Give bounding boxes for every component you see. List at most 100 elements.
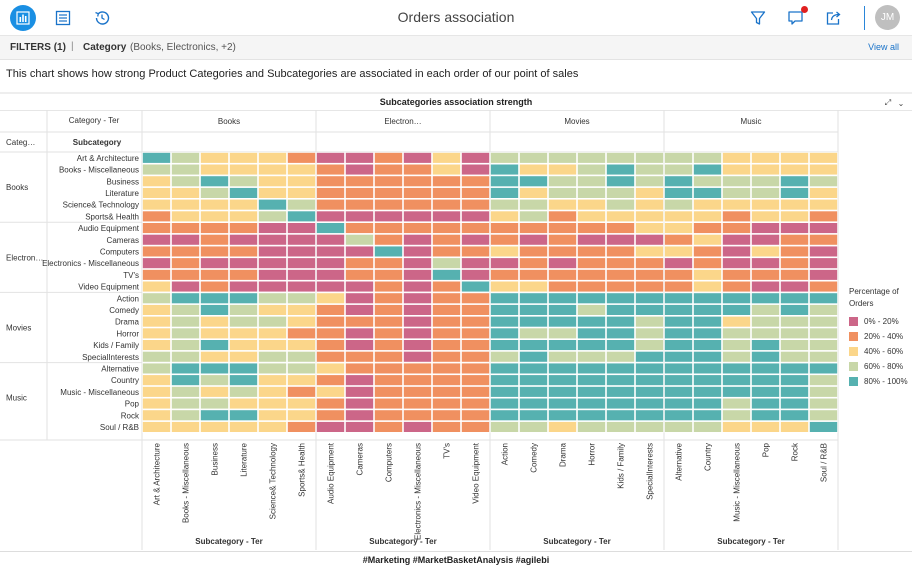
heatmap-cell[interactable] [722, 327, 751, 339]
heatmap-cell[interactable] [693, 421, 722, 433]
heatmap-cell[interactable] [664, 374, 693, 386]
heatmap-cell[interactable] [490, 374, 519, 386]
heatmap-cell[interactable] [200, 292, 229, 304]
heatmap-cell[interactable] [345, 292, 374, 304]
heatmap-cell[interactable] [780, 163, 809, 176]
heatmap-cell[interactable] [374, 234, 403, 246]
heatmap-cell[interactable] [635, 304, 664, 316]
heatmap-cell[interactable] [809, 327, 838, 339]
heatmap-cell[interactable] [722, 222, 751, 234]
heatmap-cell[interactable] [142, 245, 171, 258]
heatmap-cell[interactable] [200, 175, 229, 187]
heatmap-cell[interactable] [403, 269, 432, 281]
heatmap-cell[interactable] [577, 269, 606, 281]
heatmap-cell[interactable] [693, 327, 722, 339]
heatmap-cell[interactable] [171, 292, 200, 304]
heatmap-cell[interactable] [809, 292, 838, 304]
heatmap-cell[interactable] [722, 362, 751, 375]
heatmap-cell[interactable] [722, 397, 751, 410]
heatmap-cell[interactable] [606, 421, 635, 433]
heatmap-cell[interactable] [519, 163, 548, 176]
heatmap-cell[interactable] [403, 315, 432, 328]
heatmap-cell[interactable] [200, 386, 229, 398]
heatmap-cell[interactable] [577, 386, 606, 398]
heatmap-cell[interactable] [693, 386, 722, 398]
heatmap-cell[interactable] [751, 280, 780, 293]
heatmap-cell[interactable] [664, 280, 693, 293]
heatmap-cell[interactable] [432, 374, 461, 386]
heatmap-cell[interactable] [780, 234, 809, 246]
heatmap-cell[interactable] [374, 421, 403, 433]
heatmap-cell[interactable] [142, 386, 171, 398]
heatmap-cell[interactable] [635, 374, 664, 386]
heatmap-cell[interactable] [258, 339, 287, 351]
heatmap-cell[interactable] [374, 315, 403, 328]
heatmap-cell[interactable] [287, 269, 316, 281]
heatmap-cell[interactable] [403, 386, 432, 398]
heatmap-cell[interactable] [403, 257, 432, 269]
heatmap-cell[interactable] [200, 210, 229, 222]
heatmap-cell[interactable] [548, 374, 577, 386]
heatmap-cell[interactable] [461, 304, 490, 316]
heatmap-cell[interactable] [722, 175, 751, 187]
heatmap-cell[interactable] [490, 234, 519, 246]
heatmap-cell[interactable] [229, 245, 258, 258]
heatmap-cell[interactable] [780, 315, 809, 328]
heatmap-cell[interactable] [200, 257, 229, 269]
heatmap-cell[interactable] [258, 386, 287, 398]
heatmap-cell[interactable] [316, 339, 345, 351]
heatmap-cell[interactable] [316, 374, 345, 386]
heatmap-cell[interactable] [287, 386, 316, 398]
heatmap-cell[interactable] [461, 234, 490, 246]
heatmap-cell[interactable] [316, 386, 345, 398]
heatmap-cell[interactable] [780, 257, 809, 269]
heatmap-cell[interactable] [664, 199, 693, 211]
heatmap-cell[interactable] [374, 257, 403, 269]
heatmap-cell[interactable] [693, 152, 722, 164]
heatmap-cell[interactable] [345, 327, 374, 339]
heatmap-cell[interactable] [200, 327, 229, 339]
heatmap-cell[interactable] [142, 409, 171, 421]
heatmap-cell[interactable] [171, 315, 200, 328]
heatmap-cell[interactable] [374, 351, 403, 363]
heatmap-cell[interactable] [809, 257, 838, 269]
heatmap-cell[interactable] [519, 187, 548, 199]
heatmap-cell[interactable] [519, 280, 548, 293]
heatmap-cell[interactable] [142, 152, 171, 164]
heatmap-cell[interactable] [664, 327, 693, 339]
heatmap-cell[interactable] [287, 374, 316, 386]
heatmap-cell[interactable] [316, 327, 345, 339]
heatmap-cell[interactable] [577, 374, 606, 386]
heatmap-cell[interactable] [258, 409, 287, 421]
expand-icon[interactable]: ⤢ [884, 98, 892, 107]
heatmap-cell[interactable] [287, 245, 316, 258]
heatmap-cell[interactable] [664, 362, 693, 375]
heatmap-cell[interactable] [548, 257, 577, 269]
heatmap-cell[interactable] [751, 339, 780, 351]
heatmap-cell[interactable] [722, 199, 751, 211]
heatmap-cell[interactable] [780, 374, 809, 386]
heatmap-cell[interactable] [519, 339, 548, 351]
heatmap-cell[interactable] [635, 386, 664, 398]
heatmap-cell[interactable] [664, 409, 693, 421]
heatmap-cell[interactable] [345, 397, 374, 410]
heatmap-cell[interactable] [374, 245, 403, 258]
heatmap-cell[interactable] [548, 362, 577, 375]
heatmap-cell[interactable] [200, 339, 229, 351]
heatmap-cell[interactable] [171, 304, 200, 316]
heatmap-cell[interactable] [577, 175, 606, 187]
heatmap-cell[interactable] [635, 269, 664, 281]
heatmap-cell[interactable] [171, 386, 200, 398]
heatmap-cell[interactable] [809, 386, 838, 398]
heatmap-cell[interactable] [316, 222, 345, 234]
chart-view-button[interactable] [10, 5, 36, 31]
heatmap-cell[interactable] [664, 351, 693, 363]
heatmap-cell[interactable] [171, 269, 200, 281]
heatmap-cell[interactable] [664, 315, 693, 328]
heatmap-cell[interactable] [258, 222, 287, 234]
heatmap-cell[interactable] [461, 269, 490, 281]
heatmap-cell[interactable] [374, 362, 403, 375]
heatmap-cell[interactable] [606, 339, 635, 351]
heatmap-cell[interactable] [287, 210, 316, 222]
heatmap-cell[interactable] [490, 397, 519, 410]
